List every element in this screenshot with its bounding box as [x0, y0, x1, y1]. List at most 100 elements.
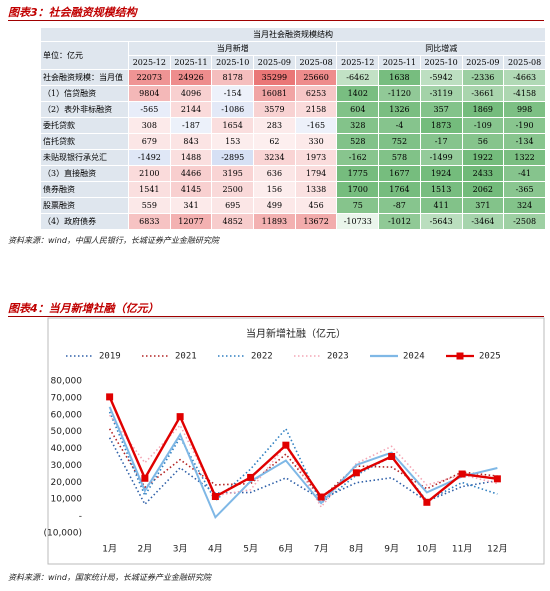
table-cell: 843 [169, 133, 213, 150]
table-cell: 499 [253, 197, 296, 214]
table-cell: 6833 [128, 213, 171, 230]
column-header: 2025-10 [211, 55, 255, 70]
row-label: 未贴现银行承兑汇 [40, 149, 129, 166]
y-tick-label: 80,000 [51, 377, 83, 387]
table-cell: -1120 [378, 85, 421, 102]
group-header: 当月新增 [127, 41, 338, 56]
table-cell: -87 [378, 197, 421, 214]
table-cell: 1775 [336, 165, 380, 182]
series-line [108, 428, 498, 500]
row-label: （3）直接融资 [40, 165, 129, 182]
group-header: 同比增减 [336, 41, 546, 56]
chart: 当月新增社融（亿元） (10,000) - 10,000 20,000 30,000 40… [43, 317, 545, 565]
figure-title: 图表4：当月新增社融（亿元） [8, 302, 159, 315]
table-cell: 2500 [211, 181, 255, 198]
column-header: 2025-09 [461, 55, 505, 70]
x-tick-label: 12月 [487, 544, 507, 555]
table-cell: 56 [461, 133, 505, 150]
x-tick-label: 4月 [208, 544, 223, 555]
x-tick-label: 7月 [314, 544, 329, 555]
table-cell: 1922 [461, 149, 505, 166]
legend-marker [456, 352, 464, 360]
table-cell: 679 [128, 133, 171, 150]
table-cell: 1924 [419, 165, 463, 182]
table-cell: 16081 [253, 85, 296, 102]
table-cell: -1012 [378, 213, 421, 230]
table-cell: -2336 [461, 69, 505, 86]
y-tick-label: 70,000 [51, 393, 83, 403]
y-tick-label: (10,000) [43, 529, 82, 539]
title-rule [8, 20, 544, 21]
table-cell: 75 [336, 197, 380, 214]
point-marker [176, 413, 184, 421]
table-cell: 2144 [169, 101, 213, 118]
table-cell: 2062 [461, 181, 505, 198]
table-cell: 22073 [128, 69, 171, 86]
table-cell: -165 [294, 117, 338, 134]
x-tick-label: 10月 [417, 544, 437, 555]
legend-label: 2024 [403, 352, 425, 362]
y-tick-label: - [79, 512, 82, 522]
table-cell: -1492 [128, 149, 171, 166]
row-label: 信托贷款 [40, 133, 129, 150]
table-cell: 330 [294, 133, 338, 150]
table-cell: -10733 [336, 213, 380, 230]
series-line [108, 411, 498, 505]
table-cell: 1764 [378, 181, 421, 198]
table-row: 股票融资 559 341 695 499 456 75 -87 411 371 324 [40, 197, 546, 214]
x-tick-label: 3月 [173, 544, 188, 555]
table-caption: 当月社会融资规模结构 [40, 27, 546, 42]
table-cell: 153 [211, 133, 255, 150]
table-cell: 4096 [169, 85, 213, 102]
point-marker [106, 393, 114, 401]
table-cell: 1654 [211, 117, 255, 134]
table-cell: -162 [336, 149, 380, 166]
column-header: 2025-09 [253, 55, 296, 70]
point-marker [458, 470, 466, 478]
table-cell: 2433 [461, 165, 505, 182]
table-row: （3）直接融资 2100 4466 3195 636 1794 1775 1677 1924 24… [40, 165, 546, 182]
table-cell: -365 [503, 181, 546, 198]
table-cell: 24926 [169, 69, 213, 86]
row-label: （1）信贷融资 [40, 85, 129, 102]
table-cell: 1973 [294, 149, 338, 166]
table-cell: 12077 [169, 213, 213, 230]
table-cell: 1794 [294, 165, 338, 182]
table-cell: 1513 [419, 181, 463, 198]
point-marker [352, 469, 360, 477]
source-note: 资料来源：wind，国家统计局，长城证券产业金融研究院 [8, 573, 211, 582]
table-cell: -3119 [419, 85, 463, 102]
table-cell: 1873 [419, 117, 463, 134]
point-marker [317, 493, 325, 501]
table-cell: 604 [336, 101, 380, 118]
row-label: 社会融资规模：当月值 [40, 69, 129, 86]
legend-label: 2025 [479, 352, 501, 362]
table-cell: 1541 [128, 181, 171, 198]
table-cell: -4158 [503, 85, 546, 102]
table-cell: 456 [294, 197, 338, 214]
series-line [108, 396, 498, 505]
point-marker [493, 475, 501, 483]
table-cell: -5942 [419, 69, 463, 86]
table-row: 社会融资规模：当月值 22073 24926 8178 35299 25660 -6462 1… [40, 69, 546, 86]
x-tick-label: 8月 [349, 544, 364, 555]
table-cell: -190 [503, 117, 546, 134]
table-cell: 411 [419, 197, 463, 214]
table: 当月社会融资规模结构 单位：亿元 当月新增 同比增减 2025-12 2025-11 202… [40, 27, 546, 230]
table-cell: 357 [419, 101, 463, 118]
column-header: 2025-08 [294, 55, 338, 70]
table-cell: 283 [253, 117, 296, 134]
table-cell: 578 [378, 149, 421, 166]
table-cell: 3579 [253, 101, 296, 118]
table-cell: -41 [503, 165, 546, 182]
table-cell: 371 [461, 197, 505, 214]
x-tick-label: 1月 [102, 544, 117, 555]
table-cell: 4145 [169, 181, 213, 198]
table-cell: 1338 [294, 181, 338, 198]
point-marker [423, 498, 431, 506]
chart-frame [47, 317, 545, 565]
table-cell: -565 [128, 101, 171, 118]
table-row: 当月社会融资规模结构 [40, 27, 546, 42]
table-cell: -3464 [461, 213, 505, 230]
